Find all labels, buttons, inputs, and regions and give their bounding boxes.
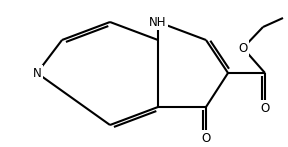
Text: N: N — [33, 66, 41, 80]
Text: O: O — [238, 41, 248, 55]
Text: O: O — [260, 101, 270, 115]
Text: NH: NH — [149, 15, 167, 29]
Text: O: O — [201, 132, 211, 145]
